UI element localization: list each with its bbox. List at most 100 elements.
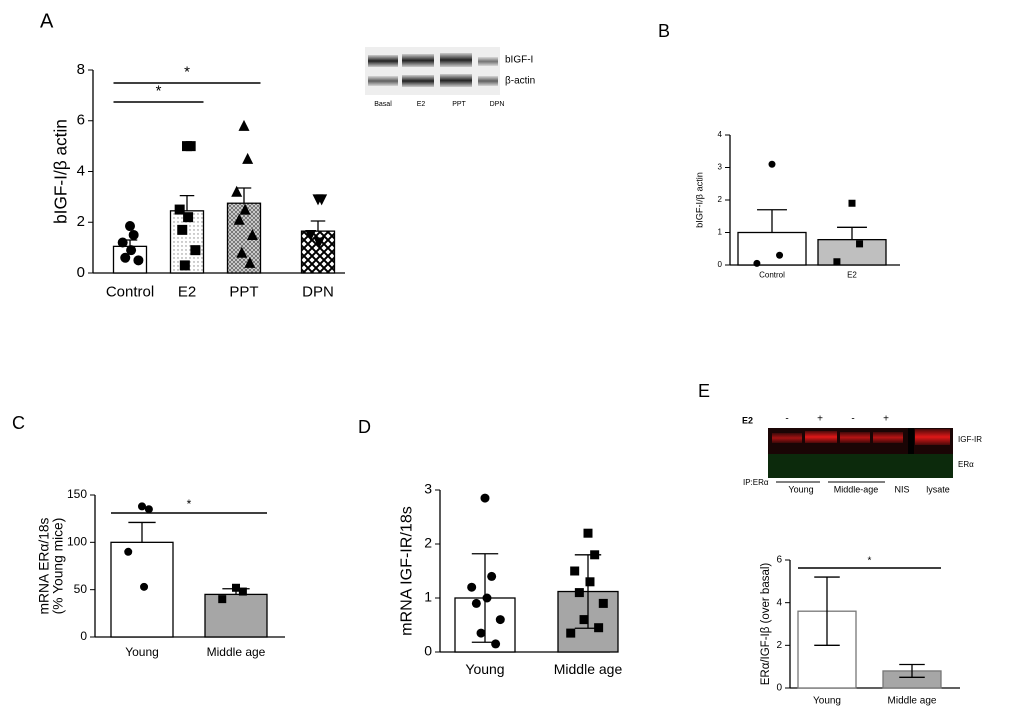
data-point [128, 229, 139, 240]
significance-label: * [187, 497, 192, 511]
blot-lane-label: Basal [374, 101, 392, 108]
data-point [231, 185, 243, 197]
data-point [190, 245, 201, 256]
data-point [776, 251, 784, 259]
blot-treatment: - [785, 414, 788, 425]
data-point [124, 547, 133, 556]
y-tick-label: 0 [718, 260, 723, 269]
error-bar [837, 226, 867, 240]
data-point [833, 258, 841, 266]
y-tick-label: 2 [77, 213, 85, 230]
y-tick-label: 6 [776, 555, 782, 566]
y-tick-label: 50 [74, 582, 88, 596]
data-point [574, 588, 584, 598]
data-point [185, 141, 196, 152]
y-tick-label: 0 [77, 264, 85, 281]
data-point [583, 528, 593, 538]
y-tick-label: 3 [424, 481, 432, 497]
data-point [471, 598, 481, 608]
y-tick-label: 3 [718, 163, 723, 172]
x-tick-label: PPT [229, 283, 258, 300]
panel-label: D [358, 417, 371, 437]
data-point [238, 119, 250, 131]
data-point [467, 582, 477, 592]
y-tick-label: 6 [77, 112, 85, 129]
x-tick-label: Young [125, 645, 159, 659]
x-tick-label: E2 [178, 283, 196, 300]
blot-lane-label: E2 [417, 101, 426, 108]
data-point [579, 615, 589, 625]
bar [817, 238, 887, 266]
y-tick-label: 2 [776, 640, 782, 651]
data-point [570, 566, 580, 576]
y-tick-label: 150 [67, 487, 87, 501]
y-tick-label: 8 [77, 61, 85, 78]
data-point [482, 593, 492, 603]
blot-treatment: - [851, 414, 854, 425]
y-tick-label: 0 [424, 643, 432, 659]
data-point [598, 598, 608, 608]
data-point [753, 259, 761, 267]
y-tick-label: 2 [718, 195, 723, 204]
data-point [856, 240, 864, 248]
y-axis-label: mRNA IGF-IR/18s [397, 506, 415, 636]
data-point [140, 582, 149, 591]
data-point [313, 237, 325, 249]
blot-lane-label: PPT [452, 101, 466, 108]
data-point [144, 505, 153, 514]
panel-label: C [12, 413, 25, 433]
data-point [236, 246, 248, 258]
data-point [476, 628, 486, 638]
data-point [174, 204, 185, 215]
blot-lane-label: DPN [490, 101, 505, 108]
error-bar [899, 663, 925, 678]
data-point [305, 229, 317, 241]
data-point [590, 550, 600, 560]
blot-treatment-label: E2 [742, 415, 753, 425]
data-point [218, 595, 227, 604]
significance-label: * [868, 556, 872, 567]
blot-e [768, 428, 953, 483]
data-point [487, 571, 497, 581]
blot-group-label: Young [788, 484, 813, 494]
data-point [239, 203, 251, 215]
data-point [768, 160, 776, 168]
y-tick-label: 2 [424, 535, 432, 551]
x-tick-label: Middle age [207, 645, 266, 659]
data-point [179, 260, 190, 271]
blot-a [365, 47, 500, 95]
blot-group-label: lysate [926, 484, 950, 494]
x-tick-label: Control [106, 283, 154, 300]
x-tick-label: DPN [302, 283, 334, 300]
data-point [244, 256, 256, 268]
data-point [232, 583, 240, 592]
data-point [566, 628, 576, 638]
data-point [585, 577, 595, 587]
data-point [480, 493, 490, 503]
y-axis-label: bIGF-I/β actin [694, 172, 704, 228]
error-bar [128, 521, 156, 543]
y-tick-label: 4 [77, 162, 85, 179]
panel-label: B [658, 21, 670, 41]
blot-band-label: β-actin [505, 76, 535, 87]
bar [300, 230, 336, 274]
error-bar [814, 576, 840, 646]
data-point [133, 255, 144, 266]
data-point [491, 639, 501, 649]
blot-treatment: + [883, 414, 889, 425]
data-point [183, 212, 194, 223]
x-tick-label: Middle age [888, 696, 937, 707]
y-tick-label: 1 [424, 589, 432, 605]
data-point [238, 587, 247, 596]
y-axis-label: bIGF-I/β actin [51, 119, 71, 224]
bar [204, 593, 268, 638]
y-tick-label: 0 [80, 629, 87, 643]
y-axis-label: mRNA ERα/18s [37, 517, 52, 614]
y-tick-label: 4 [718, 130, 723, 139]
data-point [495, 615, 505, 625]
error-bar [310, 220, 326, 232]
data-point [177, 224, 188, 235]
x-tick-label: E2 [847, 271, 857, 280]
blot-group-label: NIS [894, 484, 909, 494]
